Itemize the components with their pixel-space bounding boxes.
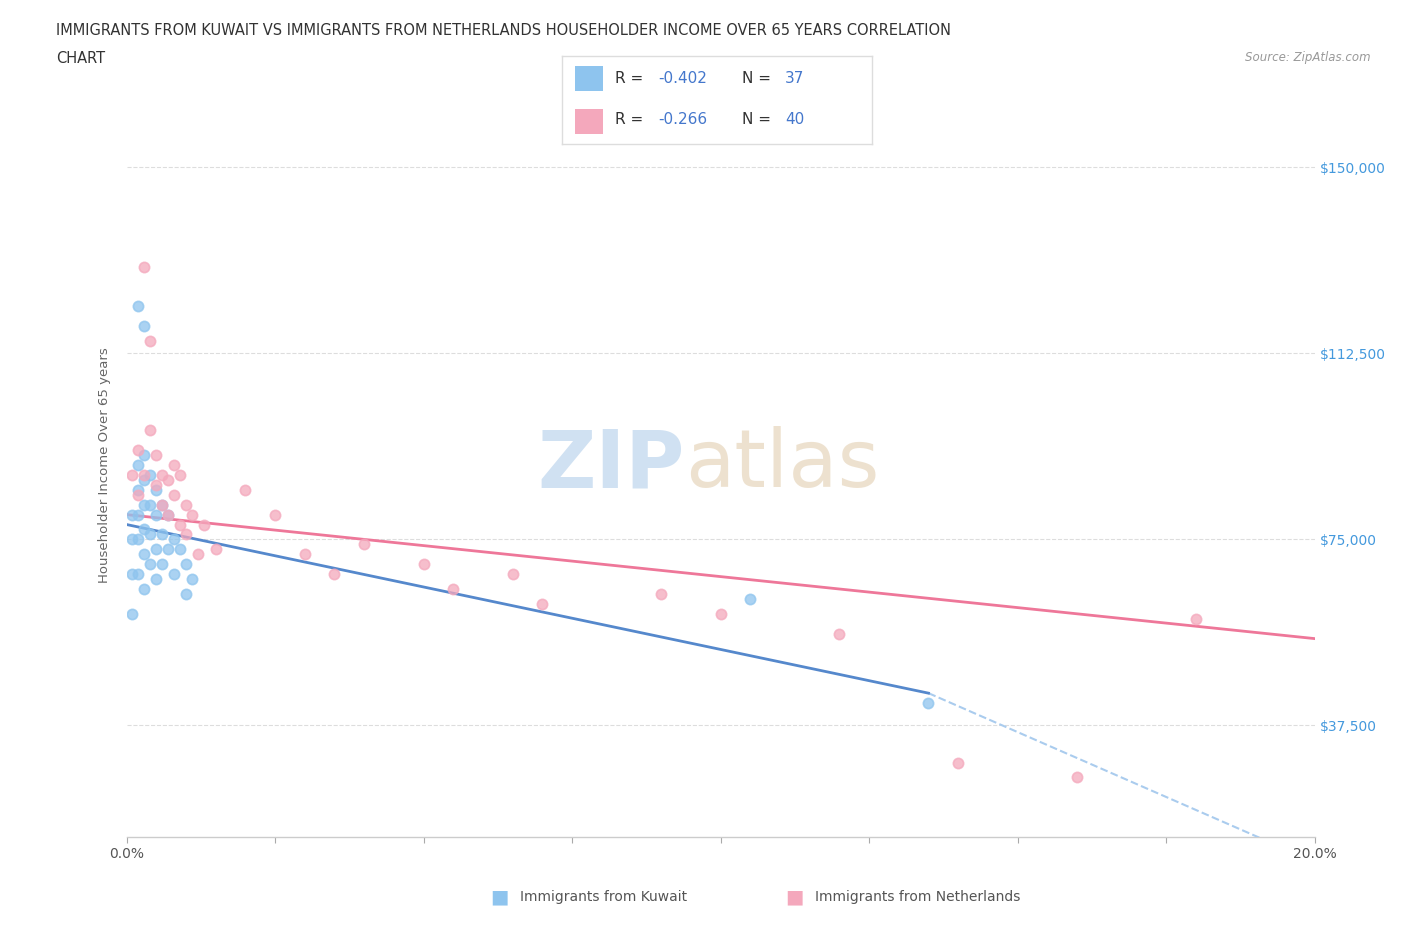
Point (127, 443, 149, 458)
Point (157, 507, 180, 522)
Point (127, 507, 149, 522)
Point (134, 581, 156, 596)
Point (174, 587, 197, 602)
Point (134, 447, 156, 462)
Text: Source: ZipAtlas.com: Source: ZipAtlas.com (1246, 51, 1371, 64)
Text: ZIP: ZIP (537, 426, 685, 504)
Point (169, 517, 191, 532)
Point (709, 606, 731, 621)
Point (1066, 770, 1088, 785)
Point (264, 507, 287, 522)
Point (828, 626, 851, 641)
Point (233, 483, 256, 498)
Bar (575, 109, 603, 134)
Point (174, 527, 197, 542)
Point (139, 557, 162, 572)
Point (139, 527, 162, 542)
Point (157, 472, 180, 487)
Point (157, 507, 180, 522)
Point (948, 755, 970, 770)
Point (139, 423, 162, 438)
Point (353, 537, 375, 551)
Point (169, 542, 191, 557)
Point (174, 557, 197, 572)
Point (169, 468, 191, 483)
Point (145, 507, 167, 522)
Point (1184, 611, 1206, 626)
Point (180, 507, 202, 522)
Point (163, 458, 186, 472)
Point (163, 566, 186, 581)
Point (127, 483, 149, 498)
Point (127, 458, 149, 472)
Text: CHART: CHART (56, 51, 105, 66)
Point (121, 532, 143, 547)
Point (323, 566, 346, 581)
Point (650, 587, 672, 602)
Text: N =: N = (742, 71, 776, 86)
Point (139, 468, 162, 483)
Point (740, 591, 762, 606)
Point (145, 483, 167, 498)
Text: 40: 40 (785, 113, 804, 127)
Point (150, 468, 173, 483)
Point (294, 547, 316, 562)
Point (121, 507, 143, 522)
Text: R =: R = (614, 71, 648, 86)
Text: ■: ■ (785, 888, 804, 907)
Text: ■: ■ (489, 888, 509, 907)
Text: 37: 37 (785, 71, 804, 86)
Point (134, 547, 156, 562)
Point (139, 498, 162, 512)
Point (127, 487, 149, 502)
Text: atlas: atlas (685, 426, 879, 504)
Point (134, 319, 156, 334)
Point (502, 566, 524, 581)
Text: -0.402: -0.402 (658, 71, 707, 86)
Point (121, 606, 143, 621)
Point (127, 299, 149, 313)
Text: IMMIGRANTS FROM KUWAIT VS IMMIGRANTS FROM NETHERLANDS HOUSEHOLDER INCOME OVER 65: IMMIGRANTS FROM KUWAIT VS IMMIGRANTS FRO… (56, 23, 952, 38)
Point (163, 532, 186, 547)
Point (412, 557, 434, 572)
Text: N =: N = (742, 113, 776, 127)
Point (441, 581, 464, 596)
Text: Immigrants from Kuwait: Immigrants from Kuwait (520, 890, 688, 905)
Point (150, 498, 173, 512)
Point (917, 696, 939, 711)
Point (145, 572, 167, 587)
Point (134, 498, 156, 512)
Point (134, 472, 156, 487)
Bar (575, 66, 603, 91)
Point (150, 527, 173, 542)
Point (139, 334, 162, 349)
Point (163, 487, 186, 502)
Point (127, 532, 149, 547)
Point (134, 468, 156, 483)
Text: Immigrants from Netherlands: Immigrants from Netherlands (815, 890, 1021, 905)
Point (145, 477, 167, 492)
Point (193, 517, 215, 532)
Point (121, 468, 143, 483)
Point (150, 498, 173, 512)
Point (134, 259, 156, 274)
Point (121, 566, 143, 581)
Text: R =: R = (614, 113, 648, 127)
Point (531, 596, 554, 611)
Point (204, 542, 226, 557)
Point (134, 522, 156, 537)
Point (187, 547, 209, 562)
Point (157, 542, 180, 557)
Point (180, 572, 202, 587)
Point (127, 566, 149, 581)
Text: -0.266: -0.266 (658, 113, 707, 127)
Y-axis label: Householder Income Over 65 years: Householder Income Over 65 years (97, 347, 111, 583)
Point (145, 447, 167, 462)
Point (174, 498, 197, 512)
Point (150, 557, 173, 572)
Point (145, 542, 167, 557)
